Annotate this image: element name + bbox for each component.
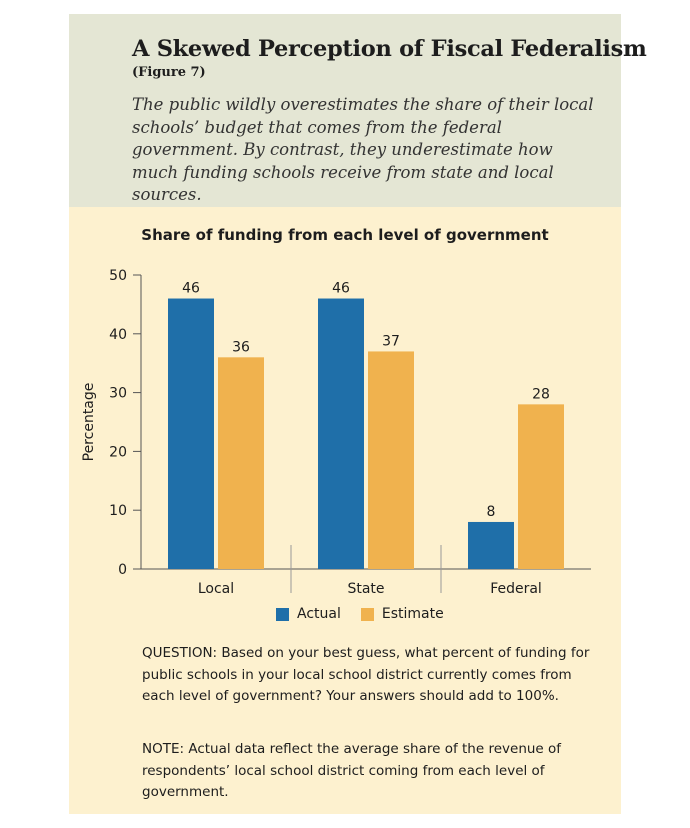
x-tick-label: Federal (490, 581, 542, 597)
figure-card: A Skewed Perception of Fiscal Federalism… (69, 14, 647, 814)
bar-actual-local (168, 298, 214, 569)
bar-estimate-local (218, 357, 264, 569)
legend-label-estimate: Estimate (381, 606, 444, 622)
chart-legend: Actual Estimate (276, 604, 464, 624)
x-tick-label: Local (198, 581, 234, 597)
data-label: 46 (182, 281, 200, 297)
bar-actual-state (318, 298, 364, 569)
figure-description: The public wildly overestimates the shar… (132, 95, 594, 204)
bar-actual-federal (468, 521, 514, 569)
legend-item-estimate: Estimate (360, 606, 444, 622)
y-tick-label: 30 (109, 386, 127, 402)
data-note: NOTE: Actual data reflect the average sh… (142, 741, 562, 800)
chart-title: Share of funding from each level of gove… (141, 226, 549, 244)
survey-question: QUESTION: Based on your best guess, what… (142, 645, 590, 704)
legend-label-actual: Actual (297, 606, 341, 622)
bar-estimate-state (368, 351, 414, 569)
y-axis-title: Percentage (81, 383, 97, 462)
legend-swatch-estimate (360, 607, 374, 621)
y-tick-label: 0 (118, 562, 127, 578)
figure-title: A Skewed Perception of Fiscal Federalism (132, 36, 647, 62)
x-tick-label: State (347, 581, 384, 597)
y-tick-label: 20 (109, 444, 127, 460)
figure-header: A Skewed Perception of Fiscal Federalism… (69, 14, 647, 207)
data-label: 46 (332, 281, 350, 297)
data-label: 37 (382, 333, 400, 349)
figure-number: (Figure 7) (132, 65, 206, 80)
y-tick-label: 10 (109, 503, 127, 519)
y-tick-label: 40 (109, 327, 127, 343)
data-label: 36 (232, 339, 250, 355)
y-tick-label: 50 (109, 268, 127, 284)
data-label: 8 (487, 504, 496, 520)
data-label: 28 (532, 386, 550, 402)
legend-swatch-actual (276, 607, 289, 621)
legend-item-actual: Actual (276, 606, 341, 622)
bar-estimate-federal (518, 404, 564, 569)
bar-chart: 0 10 20 30 40 50 Percentage Local 46 36 State 46 37 F… (81, 268, 591, 597)
